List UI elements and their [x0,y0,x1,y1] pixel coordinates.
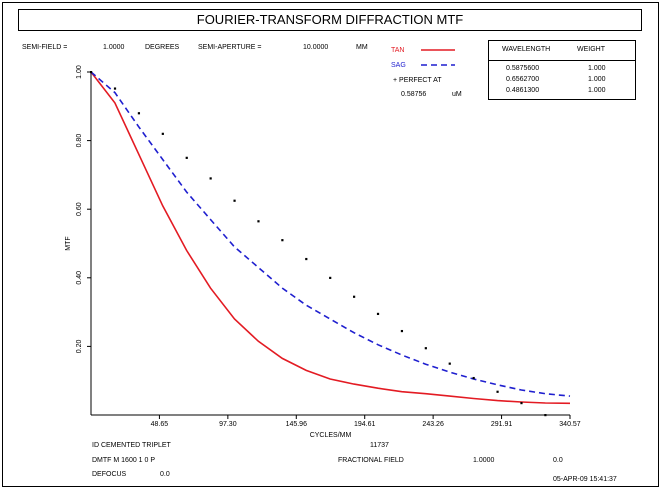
perfect-point [113,87,117,90]
legend-sag-label: SAG [391,62,406,69]
timestamp: 05-APR-09 15:41:37 [553,476,617,483]
x-tick-label: 291.91 [491,421,513,428]
table-row-wavelength: 0.6562700 [506,76,540,83]
perfect-point [209,177,212,180]
semi-field-label: SEMI-FIELD = [22,44,68,51]
defocus-label: DEFOCUS [92,471,127,478]
col-weight-header: WEIGHT [577,46,605,53]
wavelength-table [488,40,636,100]
legend-perfect-label: + PERFECT AT [393,77,442,84]
perfect-point [400,329,404,333]
y-tick-label: 0.60 [76,202,83,216]
semi-aperture-value: 10.0000 [303,44,329,51]
x-tick-label: 97.30 [219,421,237,428]
defocus-value: 0.0 [160,471,170,478]
x-tick-label: 48.65 [151,421,169,428]
semi-aperture-label: SEMI-APERTURE = [198,44,262,51]
perfect-point [376,312,380,316]
perfect-point [472,376,475,380]
fractional-field-label: FRACTIONAL FIELD [338,457,404,464]
perfect-point [305,257,308,261]
perfect-point [448,362,451,365]
lens-id-label: ID CEMENTED TRIPLET [92,442,171,449]
x-tick-label: 340.57 [559,421,581,428]
legend-perfect-unit: uM [452,91,462,98]
perfect-point [257,220,260,223]
y-axis-label: MTF [65,236,72,250]
perfect-point [353,295,356,298]
fractional-field-value: 1.0000 [473,457,495,464]
x-axis-label: CYCLES/MM [310,432,352,439]
perfect-point [137,112,141,115]
y-tick-label: 1.00 [76,65,83,79]
y-tick-label: 0.80 [76,134,83,148]
table-row-wavelength: 0.5875600 [506,65,540,72]
x-tick-label: 194.61 [354,421,376,428]
table-row-weight: 1.000 [588,65,606,72]
perfect-point [496,390,499,393]
dmtf-label: DMTF M 1600 1 0 P [92,457,156,464]
plot-frame [2,2,659,487]
perfect-point [161,132,164,135]
x-tick-label: 243.26 [422,421,444,428]
sag-series-line [90,71,571,397]
table-divider [489,60,635,61]
tan-series-line [90,71,571,405]
perfect-point [233,199,236,202]
lens-id-value: 11737 [370,442,389,449]
y-tick-label: 0.20 [76,339,83,353]
semi-aperture-unit: MM [356,44,368,51]
perfect-point [185,156,188,159]
semi-field-unit: DEGREES [145,44,180,51]
legend-tan-label: TAN [391,47,405,54]
perfect-point [520,401,523,405]
perfect-point [329,276,332,279]
table-row-weight: 1.000 [588,87,606,94]
legend-perfect-value: 0.58756 [401,91,427,98]
perfect-point [281,239,284,242]
perfect-point [90,71,93,74]
x-tick-label: 145.96 [286,421,308,428]
table-row-wavelength: 0.4861300 [506,87,540,94]
fractional-field-value-secondary: 0.0 [553,457,563,464]
table-row-weight: 1.000 [588,76,606,83]
perfect-point [544,414,547,417]
semi-field-value: 1.0000 [103,44,125,51]
y-tick-label: 0.40 [76,271,83,285]
perfect-point [424,347,427,350]
page-title: FOURIER-TRANSFORM DIFFRACTION MTF [18,9,642,31]
title-text: FOURIER-TRANSFORM DIFFRACTION MTF [196,12,464,27]
col-wavelength-header: WAVELENGTH [502,46,551,53]
